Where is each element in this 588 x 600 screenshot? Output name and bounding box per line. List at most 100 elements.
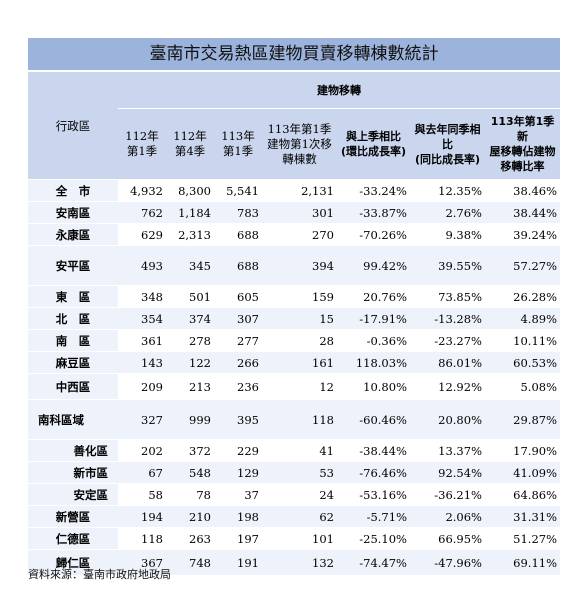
table-body: 全 市 4,932 8,300 5,541 2,131 -33.24% 12.35% 38.4… bbox=[28, 179, 561, 576]
value-cell: 67 bbox=[118, 461, 166, 484]
value-cell: 2,131 bbox=[262, 179, 337, 202]
column-header-5: 與上季相比 (環比成長率) bbox=[337, 108, 410, 180]
table-row: 中西區 209 213 236 12 10.80% 12.92% 5.08% bbox=[28, 373, 561, 400]
value-cell: 395 bbox=[214, 399, 262, 440]
value-cell: 53 bbox=[262, 461, 337, 484]
value-cell: 210 bbox=[166, 505, 214, 528]
area-name-cell: 南 區 bbox=[28, 329, 118, 352]
value-cell: 236 bbox=[214, 373, 262, 400]
value-cell: 348 bbox=[118, 285, 166, 308]
value-cell: 78 bbox=[166, 483, 214, 506]
value-cell: 266 bbox=[214, 351, 262, 374]
area-name-cell: 新營區 bbox=[28, 505, 118, 528]
area-name-cell: 新市區 bbox=[28, 461, 118, 484]
value-cell: 57.27% bbox=[485, 245, 561, 286]
column-header-1: 112年 第1季 bbox=[118, 108, 166, 180]
value-cell: 28 bbox=[262, 329, 337, 352]
value-cell: 783 bbox=[214, 201, 262, 224]
table-row: 東 區 348 501 605 159 20.76% 73.85% 26.28% bbox=[28, 285, 561, 308]
value-cell: 4.89% bbox=[485, 307, 561, 330]
value-cell: -74.47% bbox=[337, 549, 410, 576]
value-cell: 20.80% bbox=[410, 399, 485, 440]
value-cell: 629 bbox=[118, 223, 166, 246]
value-cell: 2.76% bbox=[410, 201, 485, 224]
value-cell: 99.42% bbox=[337, 245, 410, 286]
column-header-3: 113年 第1季 bbox=[214, 108, 262, 180]
area-name-cell: 全 市 bbox=[28, 179, 118, 202]
value-cell: 493 bbox=[118, 245, 166, 286]
value-cell: 118.03% bbox=[337, 351, 410, 374]
value-cell: 12.92% bbox=[410, 373, 485, 400]
value-cell: 327 bbox=[118, 399, 166, 440]
table-row: 南 區 361 278 277 28 -0.36% -23.27% 10.11% bbox=[28, 329, 561, 352]
area-name-cell: 善化區 bbox=[28, 439, 118, 462]
value-cell: 2,313 bbox=[166, 223, 214, 246]
statistics-table-container: 臺南市交易熱區建物買賣移轉棟數統計 行政區 建物移轉 112年 第1季 112年 第4… bbox=[28, 38, 561, 576]
column-header-7: 113年第1季新 屋移轉佔建物 移轉比率 bbox=[485, 108, 561, 180]
table-row: 新營區 194 210 198 62 -5.71% 2.06% 31.31% bbox=[28, 505, 561, 528]
value-cell: 277 bbox=[214, 329, 262, 352]
value-cell: 361 bbox=[118, 329, 166, 352]
value-cell: 37 bbox=[214, 483, 262, 506]
area-name-cell: 歸仁區 bbox=[28, 549, 118, 576]
value-cell: 20.76% bbox=[337, 285, 410, 308]
value-cell: 41 bbox=[262, 439, 337, 462]
table-row: 南科區域 327 999 395 118 -60.46% 20.80% 29.87% bbox=[28, 399, 561, 440]
value-cell: 69.11% bbox=[485, 549, 561, 576]
value-cell: 10.80% bbox=[337, 373, 410, 400]
area-name-cell: 麻豆區 bbox=[28, 351, 118, 374]
column-header-2: 112年 第4季 bbox=[166, 108, 214, 180]
table-title: 臺南市交易熱區建物買賣移轉棟數統計 bbox=[28, 38, 560, 72]
value-cell: 73.85% bbox=[410, 285, 485, 308]
table-row: 永康區 629 2,313 688 270 -70.26% 9.38% 39.24% bbox=[28, 223, 561, 246]
value-cell: 15 bbox=[262, 307, 337, 330]
value-cell: 118 bbox=[262, 399, 337, 440]
area-name-cell: 東 區 bbox=[28, 285, 118, 308]
value-cell: 748 bbox=[166, 549, 214, 576]
column-header-4: 113年第1季 建物第1次移 轉棟數 bbox=[262, 108, 337, 180]
table-row: 北 區 354 374 307 15 -17.91% -13.28% 4.89% bbox=[28, 307, 561, 330]
value-cell: 122 bbox=[166, 351, 214, 374]
value-cell: 39.24% bbox=[485, 223, 561, 246]
area-name-cell: 安平區 bbox=[28, 245, 118, 286]
value-cell: 197 bbox=[214, 527, 262, 550]
value-cell: 394 bbox=[262, 245, 337, 286]
area-name-cell: 安南區 bbox=[28, 201, 118, 224]
value-cell: 159 bbox=[262, 285, 337, 308]
value-cell: 58 bbox=[118, 483, 166, 506]
value-cell: -25.10% bbox=[337, 527, 410, 550]
value-cell: -53.16% bbox=[337, 483, 410, 506]
value-cell: 229 bbox=[214, 439, 262, 462]
value-cell: -33.24% bbox=[337, 179, 410, 202]
value-cell: 38.46% bbox=[485, 179, 561, 202]
value-cell: 26.28% bbox=[485, 285, 561, 308]
value-cell: 501 bbox=[166, 285, 214, 308]
value-cell: 132 bbox=[262, 549, 337, 576]
value-cell: -17.91% bbox=[337, 307, 410, 330]
value-cell: 64.86% bbox=[485, 483, 561, 506]
value-cell: 548 bbox=[166, 461, 214, 484]
value-cell: -38.44% bbox=[337, 439, 410, 462]
value-cell: 66.95% bbox=[410, 527, 485, 550]
value-cell: 198 bbox=[214, 505, 262, 528]
group-header: 建物移轉 bbox=[118, 72, 561, 109]
value-cell: 92.54% bbox=[410, 461, 485, 484]
value-cell: -13.28% bbox=[410, 307, 485, 330]
value-cell: 213 bbox=[166, 373, 214, 400]
value-cell: 372 bbox=[166, 439, 214, 462]
value-cell: 29.87% bbox=[485, 399, 561, 440]
value-cell: 62 bbox=[262, 505, 337, 528]
value-cell: 38.44% bbox=[485, 201, 561, 224]
value-cell: 13.37% bbox=[410, 439, 485, 462]
table-row: 善化區 202 372 229 41 -38.44% 13.37% 17.90% bbox=[28, 439, 561, 462]
value-cell: 41.09% bbox=[485, 461, 561, 484]
value-cell: 12 bbox=[262, 373, 337, 400]
value-cell: 161 bbox=[262, 351, 337, 374]
value-cell: 143 bbox=[118, 351, 166, 374]
value-cell: 301 bbox=[262, 201, 337, 224]
source-note: 資料來源：臺南市政府地政局 bbox=[28, 568, 171, 581]
column-header-6: 與去年同季相比 (同比成長率) bbox=[410, 108, 485, 180]
value-cell: 270 bbox=[262, 223, 337, 246]
table-row: 安南區 762 1,184 783 301 -33.87% 2.76% 38.44% bbox=[28, 201, 561, 224]
table-row: 麻豆區 143 122 266 161 118.03% 86.01% 60.53% bbox=[28, 351, 561, 374]
